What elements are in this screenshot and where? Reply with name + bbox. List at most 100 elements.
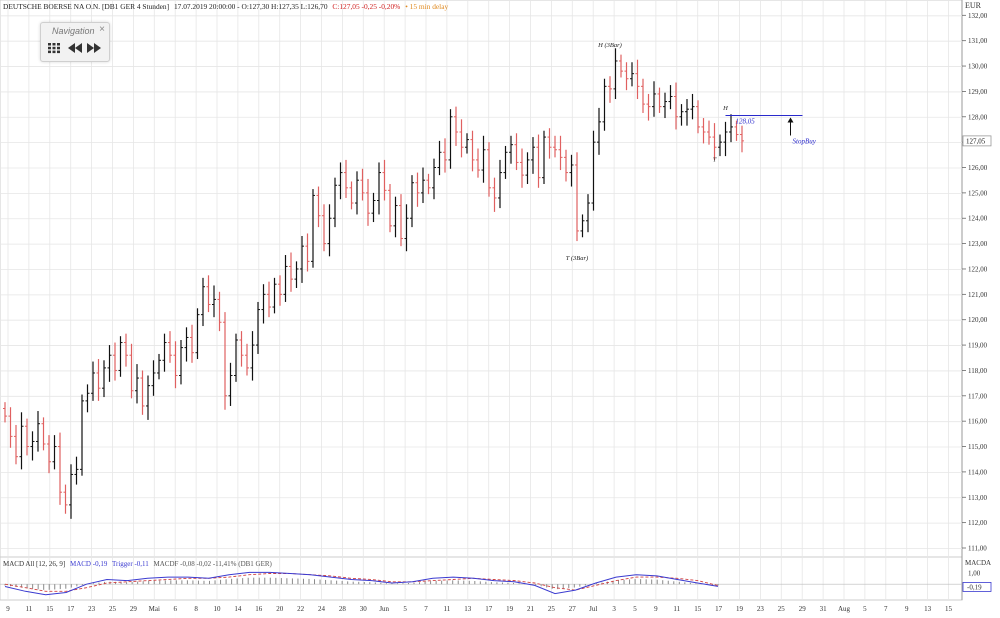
price-tick-label: 124,00 [968,215,988,223]
last-price-label: 127,05 [966,137,986,145]
grid-icon[interactable] [47,42,61,54]
macd-tick-label: 1,00 [968,569,981,577]
time-tick-label: 11 [673,605,680,613]
price-tick-label: 114,00 [968,468,987,476]
ohlc-bar [245,343,249,376]
macd-legend: MACD All [12, 26, 9] MACD -0,19 Trigger … [3,560,273,568]
ohlc-bar [399,194,403,247]
ohlc-bar [459,119,464,158]
grid [0,0,962,600]
time-axis: 9 11 15 17 23 25 29 Mai 6 8 10 14 16 20 22 24 28 30 Jun 5 7 1… [6,605,952,613]
ohlc-bar [487,142,491,197]
ohlc-bar [349,181,354,210]
time-tick-label: 3 [612,605,616,613]
ohlc-bar [118,336,123,377]
close-icon[interactable]: × [99,24,105,35]
price-tick-label: 113,00 [968,494,987,502]
time-tick-label: 16 [255,605,263,613]
time-tick-label: 23 [757,605,765,613]
ohlc-bar [503,145,508,179]
ohlc-bar [212,285,216,318]
ohlc-bar [729,114,733,143]
ohlc-bar [371,192,376,223]
ohlc-bar [322,204,326,252]
macd-last-badge [962,582,992,592]
ohlc-bar [448,109,453,169]
ohlc-bar [184,327,189,362]
ohlc-bar [558,135,563,171]
time-tick-label: 8 [194,605,198,613]
ohlc-bar [415,172,420,207]
ohlc-bar [344,159,348,198]
ohlc-bar [641,78,645,113]
time-tick-label: 28 [339,605,347,613]
price-tick-label: 117,00 [968,392,987,400]
price-axis: 111,00 112,00 113,00 114,00 115,00 116,00 117,… [962,12,992,553]
ohlc-bar [140,370,145,415]
ohlc-bar [492,177,497,212]
time-tick-label: 17 [485,605,493,613]
fast-forward-icon[interactable] [87,42,101,54]
ohlc-bar [69,464,73,519]
time-tick-label: 25 [778,605,786,613]
price-tick-label: 128,00 [968,113,988,121]
ohlc-bar [283,255,288,302]
ohlc-bar [168,331,172,363]
time-tick-label: Jun [379,605,389,613]
ohlc-bar [377,162,381,215]
ohlc-bar [124,333,128,367]
ohlc-bar [586,194,590,233]
ohlc-bar [608,76,612,103]
ohlc-bar [421,167,425,204]
ohlc-bar [652,81,656,117]
ohlc-bar [63,484,68,514]
ohlc-bar [3,402,7,423]
navigation-panel[interactable]: Navigation × [40,22,110,62]
ohlc-bar [591,130,596,211]
ohlc-bar [663,92,667,119]
stop-line-value: 128,05 [736,118,756,126]
ohlc-bar [580,214,585,238]
price-tick-label: 115,00 [968,443,987,451]
stopbuy-arrowhead [787,117,794,123]
time-tick-label: 9 [654,605,658,613]
ohlc-bar [30,431,35,461]
time-tick-label: 15 [694,605,702,613]
price-tick-label: 129,00 [968,88,988,96]
time-tick-label: 20 [276,605,284,613]
time-tick-label: 5 [633,605,637,613]
rewind-icon[interactable] [68,42,82,54]
ohlc-bar [47,435,51,474]
ohlc-bar [272,277,277,314]
ohlc-bar [536,134,541,188]
ohlc-bar [476,148,480,178]
ohlc-bar [432,158,436,200]
ohlc-info: 17.07.2019 20:00:00 - O:127,30 H:127,35 … [174,2,328,11]
ohlc-bar [718,134,722,157]
time-tick-label: 10 [214,605,222,613]
ohlc-bar [327,204,332,257]
pattern-label: T (3Bar) [566,255,588,262]
ohlc-bar [630,62,634,87]
ohlc-bar [201,277,205,327]
time-tick-label: 29 [130,605,138,613]
time-tick-label: 25 [109,605,117,613]
price-tick-label: 126,00 [968,164,988,172]
macd-line [4,571,719,596]
time-tick-label: 5 [403,605,407,613]
price-tick-label: 122,00 [968,265,988,273]
ohlc-bar [85,384,90,413]
ohlc-bar [575,152,579,242]
ohlc-bar [19,412,24,470]
ohlc-bar [311,189,315,268]
time-tick-label: 29 [799,605,807,613]
price-tick-label: 125,00 [968,189,988,197]
ohlc-bar [223,312,227,410]
ohlc-bar [646,93,651,121]
macd-legend-macdf: MACDF -0,08 -0,02 -11,41% (DB1 GER) [154,560,273,568]
ohlc-bar [234,333,238,382]
ohlc-bar [542,130,546,184]
ohlc-bar [624,62,629,91]
time-tick-label: 21 [527,605,535,613]
